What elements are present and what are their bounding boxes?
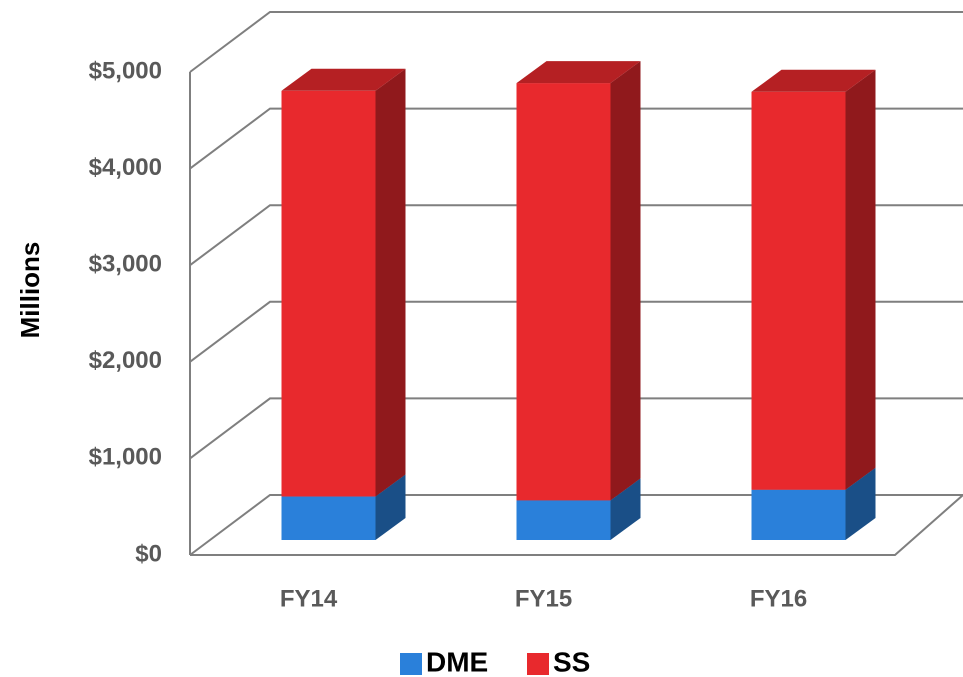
- bar-side: [375, 68, 406, 497]
- bar: [281, 496, 376, 540]
- bar-side: [845, 69, 876, 490]
- bar: [281, 90, 376, 497]
- grid-line: [189, 11, 963, 73]
- grid-line: [189, 107, 963, 170]
- grid-line: [189, 204, 963, 267]
- y-tick-label: $1,000: [89, 444, 162, 471]
- legend-swatch: [527, 653, 549, 675]
- bar: [751, 489, 846, 540]
- y-tick-label: $2,000: [89, 347, 162, 374]
- bar-side: [610, 478, 641, 540]
- y-axis-label: Millions: [15, 242, 45, 339]
- bar-top: [751, 69, 876, 92]
- grid-line: [189, 300, 963, 363]
- legend-label: DME: [426, 646, 488, 677]
- y-tick-label: $3,000: [89, 251, 162, 278]
- x-tick-label: FY15: [515, 585, 572, 612]
- bar-top: [516, 61, 641, 84]
- x-tick-label: FY16: [750, 585, 807, 612]
- legend-label: SS: [553, 646, 590, 677]
- y-tick-label: $4,000: [89, 154, 162, 181]
- x-tick-label: FY14: [280, 585, 338, 612]
- y-tick-label: $0: [135, 540, 162, 567]
- grid-line: [189, 494, 963, 556]
- bar: [516, 500, 611, 540]
- bar-side: [375, 474, 406, 540]
- legend-swatch: [400, 653, 422, 675]
- bar-top: [281, 68, 406, 91]
- bar: [516, 83, 611, 501]
- grid-line: [189, 397, 963, 460]
- y-tick-label: $5,000: [89, 57, 162, 84]
- floor-edge: [190, 494, 963, 556]
- bar-side: [845, 467, 876, 540]
- bar-side: [610, 61, 641, 501]
- bar: [751, 91, 846, 490]
